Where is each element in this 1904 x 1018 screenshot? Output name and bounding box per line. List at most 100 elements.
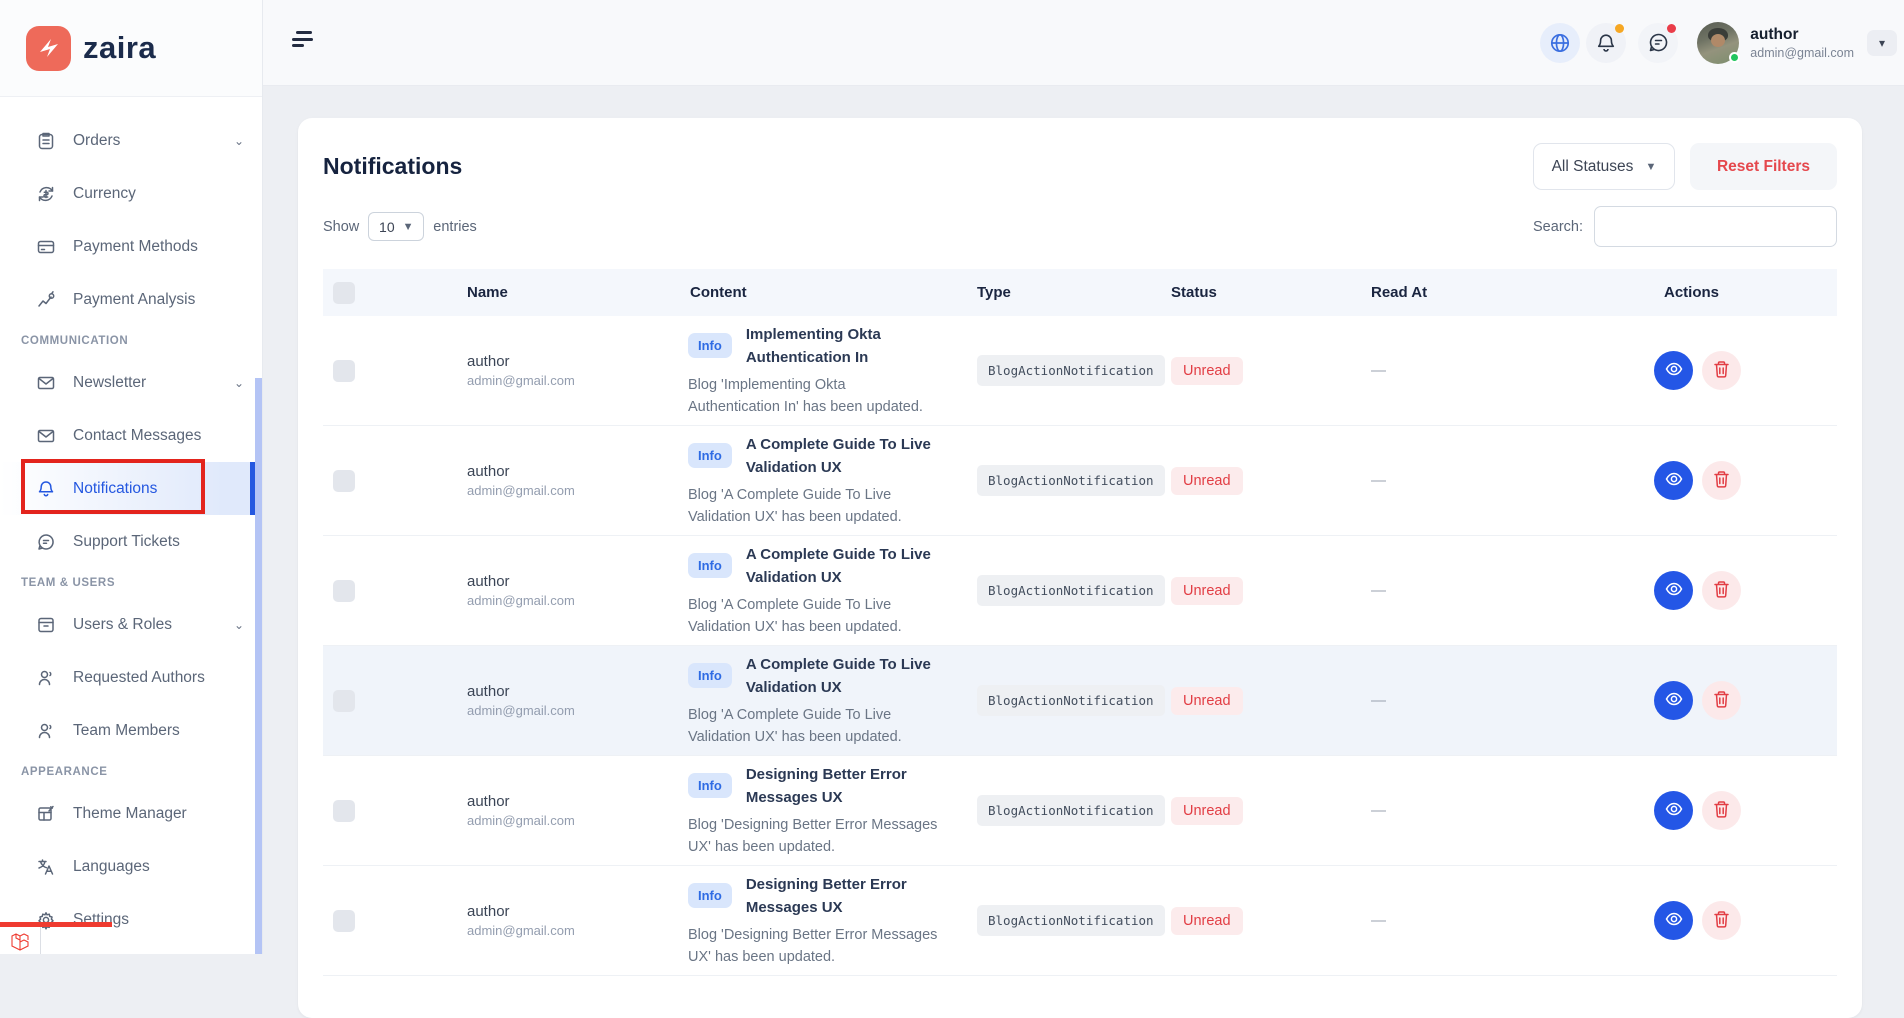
info-badge: Info [688,553,732,578]
notification-title: A Complete Guide To Live Validation UX [746,543,938,590]
chat-badge-dot [1667,24,1676,33]
row-checkbox[interactable] [333,470,355,492]
select-all-checkbox[interactable] [333,282,355,304]
trash-icon [1713,580,1730,601]
column-header: Name [457,284,680,301]
person-icon [35,720,56,741]
read-at-value: — [1371,362,1386,379]
row-name: author [467,353,680,370]
page-title: Notifications [323,153,462,180]
sidebar-item-support-tickets[interactable]: Support Tickets [0,515,262,568]
brand-logo-icon [26,26,71,71]
table-body: author admin@gmail.com Info Implementing… [323,316,1837,976]
trash-icon [1713,470,1730,491]
chevron-down-icon: ⌄ [234,376,244,390]
laravel-icon [10,931,30,951]
row-checkbox[interactable] [333,690,355,712]
page-size-select[interactable]: 10 ▼ [368,212,424,241]
view-button[interactable] [1654,461,1693,500]
view-button[interactable] [1654,351,1693,390]
language-globe-button[interactable] [1540,23,1580,63]
sidebar-item-requested-authors[interactable]: Requested Authors [0,651,262,704]
sidebar-item-newsletter[interactable]: Newsletter⌄ [0,356,262,409]
trash-icon [1713,690,1730,711]
type-badge: BlogActionNotification [977,575,1165,606]
sidebar-scrollbar[interactable] [255,378,262,954]
status-filter-select[interactable]: All Statuses ▼ [1533,143,1675,190]
view-button[interactable] [1654,791,1693,830]
row-name: author [467,903,680,920]
view-button[interactable] [1654,901,1693,940]
eye-icon [1665,360,1683,381]
sidebar-item-currency[interactable]: Currency [0,167,262,220]
column-header: Status [1161,284,1361,301]
row-name: author [467,573,680,590]
debugbar-toggle[interactable] [0,927,41,954]
table-header-row: NameContentTypeStatusRead AtActions [323,269,1837,316]
delete-button[interactable] [1702,791,1741,830]
user-email: admin@gmail.com [1750,46,1854,60]
delete-button[interactable] [1702,571,1741,610]
eye-icon [1665,800,1683,821]
status-badge: Unread [1171,907,1243,935]
read-at-value: — [1371,802,1386,819]
row-email: admin@gmail.com [467,483,680,498]
row-email: admin@gmail.com [467,703,680,718]
delete-button[interactable] [1702,901,1741,940]
sidebar-item-label: Contact Messages [73,427,201,445]
delete-button[interactable] [1702,461,1741,500]
page-size-value: 10 [379,219,395,235]
messages-button[interactable] [1638,23,1678,63]
notification-title: A Complete Guide To Live Validation UX [746,433,938,480]
notifications-button[interactable] [1586,23,1626,63]
sidebar-item-payment-analysis[interactable]: Payment Analysis [0,273,262,326]
row-checkbox[interactable] [333,580,355,602]
type-badge: BlogActionNotification [977,465,1165,496]
entries-label: entries [433,219,477,235]
card-icon [35,236,56,257]
table-row: author admin@gmail.com Info A Complete G… [323,536,1837,646]
notification-description: Blog 'Designing Better Error Messages UX… [688,925,938,969]
globe-icon [1549,32,1571,54]
table-row: author admin@gmail.com Info A Complete G… [323,426,1837,536]
notifications-card: Notifications All Statuses ▼ Reset Filte… [298,118,1862,1018]
sidebar-item-theme-manager[interactable]: Theme Manager [0,787,262,840]
notification-description: Blog 'A Complete Guide To Live Validatio… [688,485,938,529]
envelope-icon [35,425,56,446]
view-button[interactable] [1654,681,1693,720]
sidebar-item-languages[interactable]: Languages [0,840,262,893]
view-button[interactable] [1654,571,1693,610]
row-name: author [467,793,680,810]
delete-button[interactable] [1702,351,1741,390]
user-menu-button[interactable]: ▾ [1867,30,1897,56]
theme-icon [35,803,56,824]
user-avatar[interactable] [1697,22,1739,64]
row-checkbox[interactable] [333,910,355,932]
read-at-value: — [1371,692,1386,709]
online-status-dot [1729,52,1740,63]
brand-logo[interactable]: zaira [0,0,262,97]
envelope-icon [35,372,56,393]
sidebar-item-notifications[interactable]: Notifications [0,462,262,515]
chevron-down-icon: ▼ [1645,161,1656,173]
row-email: admin@gmail.com [467,593,680,608]
search-input[interactable] [1594,206,1837,247]
delete-button[interactable] [1702,681,1741,720]
eye-icon [1665,470,1683,491]
sidebar-item-team-members[interactable]: Team Members [0,704,262,757]
sidebar-item-contact-messages[interactable]: Contact Messages [0,409,262,462]
sidebar-item-users-roles[interactable]: Users & Roles⌄ [0,598,262,651]
archive-icon [35,614,56,635]
brand-name: zaira [83,30,156,66]
row-checkbox[interactable] [333,360,355,382]
eye-icon [1665,910,1683,931]
sidebar-toggle-button[interactable] [292,31,314,51]
read-at-value: — [1371,582,1386,599]
sidebar-item-orders[interactable]: Orders⌄ [0,114,262,167]
row-checkbox[interactable] [333,800,355,822]
column-header: Type [967,284,1161,301]
info-badge: Info [688,883,732,908]
reset-filters-button[interactable]: Reset Filters [1690,143,1837,190]
sidebar-item-payment-methods[interactable]: Payment Methods [0,220,262,273]
read-at-value: — [1371,472,1386,489]
